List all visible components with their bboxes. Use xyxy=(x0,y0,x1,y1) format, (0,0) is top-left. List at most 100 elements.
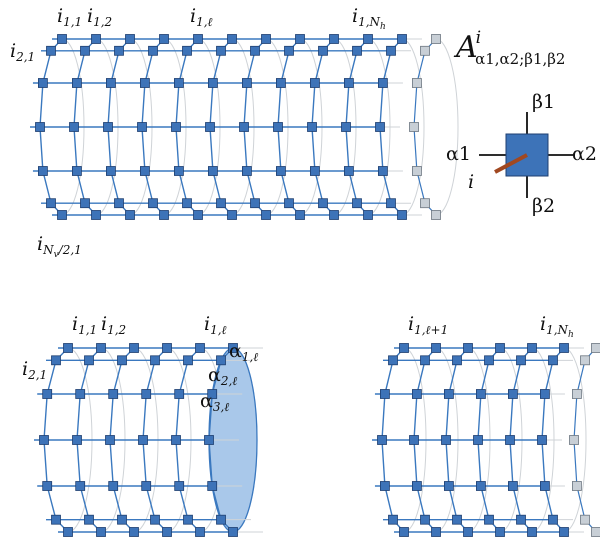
label-alpha-1-l: α1,ℓ xyxy=(229,340,258,364)
top-site-3-5 xyxy=(148,198,158,209)
top-site-10-5 xyxy=(386,198,396,209)
top-site-7-3 xyxy=(273,122,283,132)
bottom-right-site-3-4 xyxy=(475,481,486,491)
top-site-9-4 xyxy=(343,166,354,176)
top-site-11-4 xyxy=(411,166,422,176)
top-back-ring-11 xyxy=(435,38,459,216)
bottom-left-site-4-1 xyxy=(183,355,193,366)
bottom-left-site-0-2 xyxy=(42,389,53,399)
top-site-10-1 xyxy=(386,45,396,56)
top-back-ring-10 xyxy=(401,38,425,216)
label-i-Nv-2-1: iNv/2,1 xyxy=(37,233,82,260)
top-site-4-1 xyxy=(182,45,192,56)
bottom-right-site-3-6 xyxy=(495,527,505,537)
top-site-10-0 xyxy=(397,34,407,44)
bottom-left-site-3-6 xyxy=(162,527,172,537)
top-site-4-5 xyxy=(182,198,192,209)
top-site-1-2 xyxy=(72,78,82,88)
bottom-right-site-0-1 xyxy=(388,355,398,366)
bottom-left-site-1-0 xyxy=(96,343,106,353)
top-site-5-1 xyxy=(216,45,226,56)
label-i-2-1-bottom: i2,1 xyxy=(22,358,47,382)
bottom-left-site-2-1 xyxy=(117,355,127,366)
bottom-left-site-0-1 xyxy=(51,355,61,366)
bottom-right-back-ring-5 xyxy=(563,347,587,533)
bottom-right-site-2-0 xyxy=(463,343,473,353)
top-site-9-3 xyxy=(341,122,351,132)
top-cylinder-lattice xyxy=(30,34,459,220)
bottom-left-site-4-6 xyxy=(195,527,205,537)
tensor-leg-physical-label: i xyxy=(468,171,474,193)
top-site-8-1 xyxy=(318,45,328,56)
top-site-5-6 xyxy=(227,210,237,220)
bottom-left-site-1-4 xyxy=(75,481,86,491)
top-site-0-2 xyxy=(38,78,48,88)
top-site-0-3 xyxy=(35,122,45,132)
bottom-right-site-1-3 xyxy=(409,435,419,445)
tensor-leg-top-label: β1 xyxy=(532,91,555,113)
bottom-right-site-6-1 xyxy=(580,355,590,366)
top-site-3-2 xyxy=(139,78,150,88)
bottom-right-site-0-2 xyxy=(379,389,390,399)
bottom-right-site-6-2 xyxy=(572,389,582,399)
bottom-left-site-3-1 xyxy=(150,355,160,366)
bottom-left-site-2-0 xyxy=(129,343,139,353)
top-site-11-3 xyxy=(409,122,419,132)
bottom-right-site-2-6 xyxy=(463,527,473,537)
top-site-7-0 xyxy=(295,34,305,44)
bottom-left-site-0-0 xyxy=(63,343,73,353)
bottom-right-site-1-2 xyxy=(411,389,422,399)
bottom-right-site-1-5 xyxy=(420,514,430,525)
top-site-10-3 xyxy=(375,122,385,132)
top-site-2-4 xyxy=(106,166,116,176)
bottom-left-site-5-6 xyxy=(228,527,238,537)
bottom-left-site-3-4 xyxy=(141,481,152,491)
bottom-right-back-ring-6 xyxy=(595,347,600,533)
top-site-4-0 xyxy=(193,34,203,44)
bottom-right-site-4-3 xyxy=(505,435,515,445)
bottom-left-site-4-3 xyxy=(171,435,181,445)
label-i-1-2-bottom: i1,2 xyxy=(101,313,126,337)
top-site-6-1 xyxy=(250,45,260,56)
bottom-left-site-0-6 xyxy=(63,527,73,537)
bottom-left-lattice xyxy=(34,343,263,537)
bottom-left-site-3-3 xyxy=(138,435,148,445)
top-site-5-4 xyxy=(207,166,218,176)
bottom-right-site-2-3 xyxy=(441,435,451,445)
tensor-symbol-label: Ai α1,α2;β1,β2 xyxy=(453,28,565,68)
top-site-4-3 xyxy=(171,122,181,132)
top-site-10-6 xyxy=(397,210,407,220)
bottom-left-site-4-4 xyxy=(174,481,185,491)
top-site-7-6 xyxy=(295,210,305,220)
bottom-left-site-1-3 xyxy=(72,435,82,445)
bottom-left-site-3-0 xyxy=(162,343,172,353)
bottom-right-site-0-4 xyxy=(379,481,390,491)
top-site-9-0 xyxy=(363,34,373,44)
top-site-1-6 xyxy=(91,210,101,220)
bottom-right-site-4-4 xyxy=(507,481,518,491)
top-site-2-0 xyxy=(125,34,135,44)
bottom-right-lattice xyxy=(372,343,600,537)
top-site-5-0 xyxy=(227,34,237,44)
top-site-10-2 xyxy=(377,78,388,88)
bottom-right-site-5-3 xyxy=(537,435,547,445)
top-site-2-5 xyxy=(114,198,124,209)
bottom-right-site-4-6 xyxy=(527,527,537,537)
top-site-0-1 xyxy=(46,45,56,56)
bottom-right-site-6-0 xyxy=(591,343,600,353)
bottom-right-site-2-4 xyxy=(443,481,454,491)
label-alpha-3-l: α3,ℓ xyxy=(200,390,229,414)
bottom-left-site-4-2 xyxy=(174,389,185,399)
top-site-11-1 xyxy=(420,45,430,56)
label-i-1-l-top: i1,ℓ xyxy=(190,5,213,29)
top-site-11-5 xyxy=(420,198,430,209)
bottom-right-site-1-6 xyxy=(431,527,441,537)
bottom-right-site-6-3 xyxy=(569,435,579,445)
tensor-physical-leg xyxy=(494,153,528,174)
top-site-8-3 xyxy=(307,122,317,132)
bottom-left-site-5-0 xyxy=(228,343,238,353)
bottom-left-site-4-5 xyxy=(183,514,193,525)
bottom-left-site-0-3 xyxy=(39,435,49,445)
bottom-right-site-6-4 xyxy=(572,481,582,491)
top-site-0-6 xyxy=(57,210,67,220)
